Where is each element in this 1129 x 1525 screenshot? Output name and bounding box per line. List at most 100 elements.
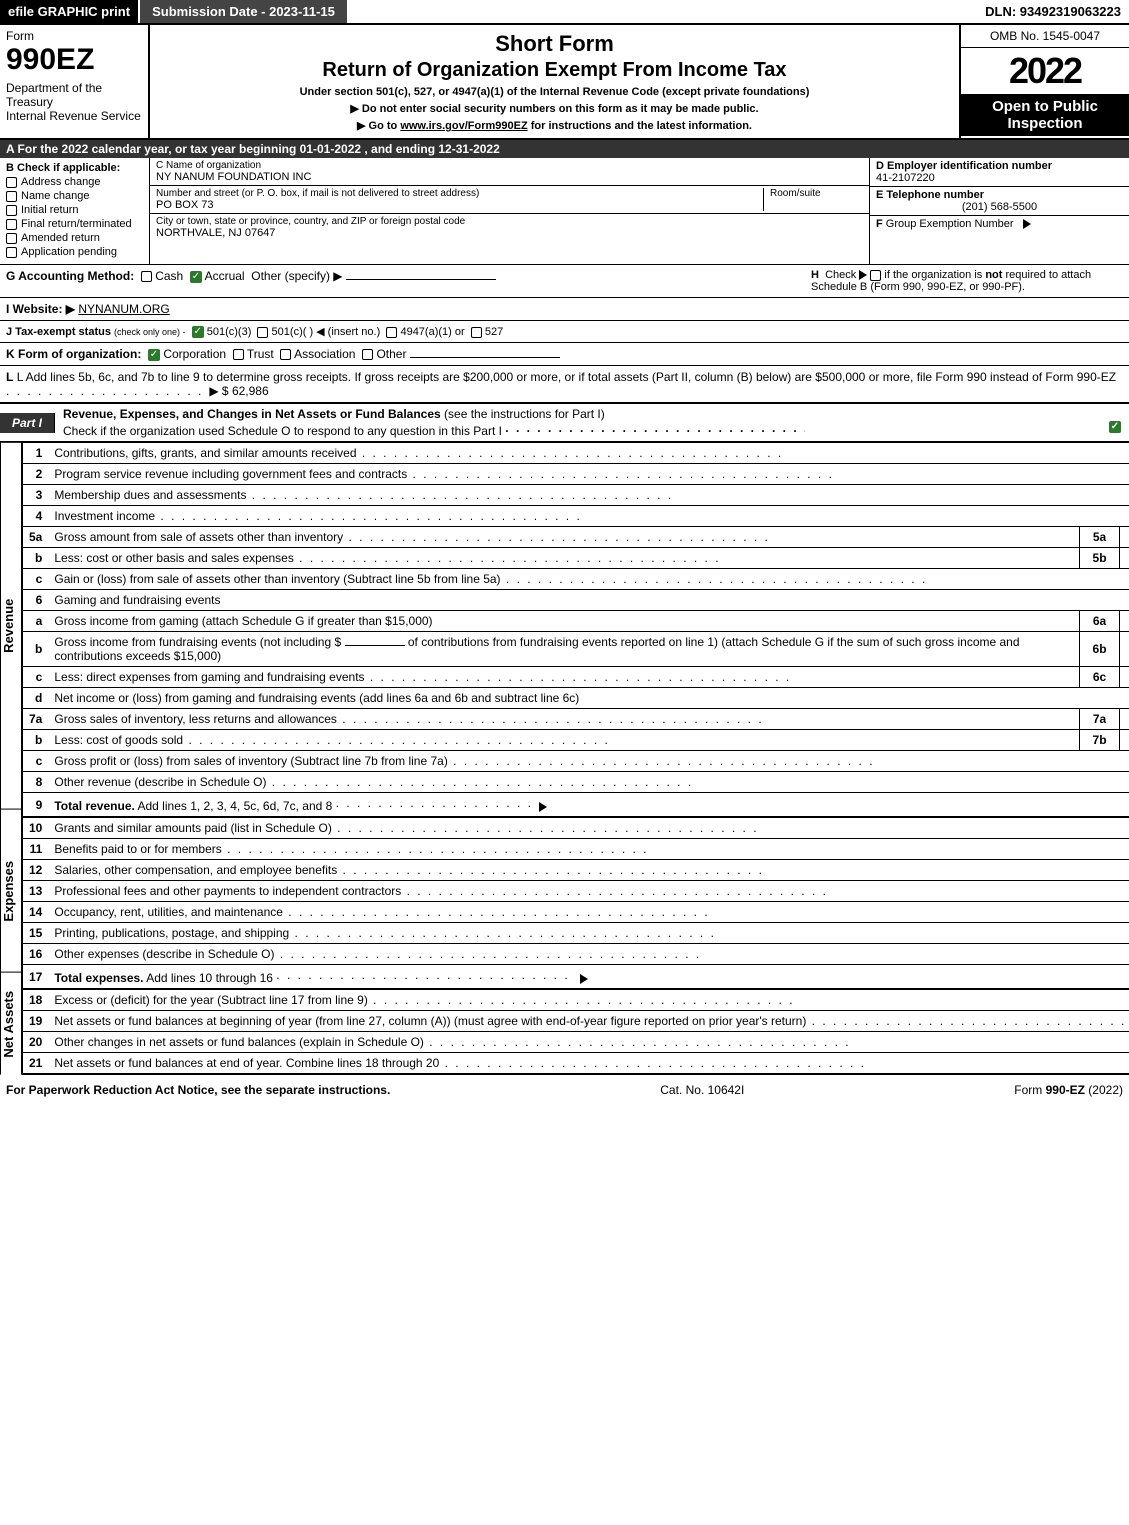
line-num: b [23, 632, 49, 667]
line-desc: Less: cost or other basis and sales expe… [54, 551, 293, 565]
line-desc: Gross profit or (loss) from sales of inv… [54, 754, 447, 768]
label-org-name: C Name of organization [156, 160, 863, 171]
inner-val [1120, 667, 1129, 688]
room-suite-label: Room/suite [763, 188, 863, 211]
checkbox-icon [6, 205, 17, 216]
checkbox-h[interactable] [870, 270, 881, 281]
line-num: 4 [23, 506, 49, 527]
line-4: 4 Investment income 4 74 [23, 506, 1129, 527]
line-num: 18 [23, 989, 49, 1011]
footer-right-pre: Form [1014, 1083, 1045, 1097]
opt-501c: 501(c)( ) ◀ (insert no.) [272, 326, 381, 338]
opt-assoc: Association [294, 347, 355, 361]
checkbox-other-org[interactable] [362, 349, 373, 360]
label-accounting: G Accounting Method: [6, 269, 134, 283]
footer-left: For Paperwork Reduction Act Notice, see … [6, 1083, 390, 1097]
line-num: 15 [23, 923, 49, 944]
check-application-pending[interactable]: Application pending [6, 246, 143, 258]
check-address-change[interactable]: Address change [6, 176, 143, 188]
other-specify-field[interactable] [346, 279, 496, 280]
line-desc: Gross amount from sale of assets other t… [54, 530, 343, 544]
part-1-grid: Revenue Expenses Net Assets 1 Contributi… [0, 442, 1129, 1075]
line-num: d [23, 688, 49, 709]
checkbox-schedule-o[interactable]: ✓ [1109, 421, 1121, 433]
checkbox-accrual[interactable]: ✓ [190, 271, 202, 283]
line-num: 10 [23, 817, 49, 839]
row-gh: G Accounting Method: Cash ✓ Accrual Othe… [0, 265, 1129, 298]
side-labels: Revenue Expenses Net Assets [0, 442, 22, 1075]
line-num: 13 [23, 881, 49, 902]
line-num: c [23, 751, 49, 772]
org-name: NY NANUM FOUNDATION INC [156, 171, 863, 183]
line-5b: b Less: cost or other basis and sales ex… [23, 548, 1129, 569]
website-value[interactable]: NYNANUM.ORG [78, 302, 169, 316]
line-desc: Contributions, gifts, grants, and simila… [54, 446, 356, 460]
line-desc-1: Gross income from fundraising events (no… [54, 635, 341, 649]
revenue-label: Revenue [0, 442, 22, 809]
line-num: 1 [23, 443, 49, 464]
line-desc: Gaming and fundraising events [54, 593, 220, 607]
check-final-return[interactable]: Final return/terminated [6, 218, 143, 230]
opt-501c3: 501(c)(3) [207, 326, 252, 338]
row-l-amount: 62,986 [232, 384, 269, 398]
checkbox-association[interactable] [280, 349, 291, 360]
checkbox-cash[interactable] [141, 271, 152, 282]
opt-final: Final return/terminated [21, 218, 132, 230]
line-desc: Gross income from gaming (attach Schedul… [54, 614, 432, 628]
other-org-field[interactable] [410, 357, 560, 358]
line-num: 9 [23, 793, 49, 818]
section-def: D Employer identification number 41-2107… [869, 158, 1129, 264]
line-desc: Benefits paid to or for members [54, 842, 221, 856]
contrib-field[interactable] [345, 645, 405, 646]
checkbox-527[interactable] [471, 327, 482, 338]
inner-val [1120, 709, 1129, 730]
triangle-icon [580, 974, 588, 984]
check-name-change[interactable]: Name change [6, 190, 143, 202]
net-assets-label: Net Assets [0, 972, 22, 1075]
line-20: 20 Other changes in net assets or fund b… [23, 1032, 1129, 1053]
row-h: H Check if the organization is not requi… [803, 269, 1123, 293]
checkbox-trust[interactable] [233, 349, 244, 360]
line-11: 11 Benefits paid to or for members 11 [23, 839, 1129, 860]
irs-link[interactable]: www.irs.gov/Form990EZ [400, 120, 527, 132]
row-a-tax-year: A For the 2022 calendar year, or tax yea… [0, 140, 1129, 158]
checkbox-corporation[interactable]: ✓ [148, 349, 160, 361]
checkbox-501c3[interactable]: ✓ [192, 326, 204, 338]
opt-accrual: Accrual [205, 269, 245, 283]
line-16: 16 Other expenses (describe in Schedule … [23, 944, 1129, 965]
line-num: b [23, 548, 49, 569]
line-10: 10 Grants and similar amounts paid (list… [23, 817, 1129, 839]
part-1-header: Part I Revenue, Expenses, and Changes in… [0, 404, 1129, 442]
line-num: 3 [23, 485, 49, 506]
label-website: I Website: ▶ [6, 302, 75, 316]
line-3: 3 Membership dues and assessments 3 [23, 485, 1129, 506]
line-num: 19 [23, 1011, 49, 1032]
line-7b: b Less: cost of goods sold 7b [23, 730, 1129, 751]
department-label: Department of the Treasury Internal Reve… [6, 81, 142, 123]
line-desc: Professional fees and other payments to … [54, 884, 401, 898]
form-subtitle-1: Under section 501(c), 527, or 4947(a)(1)… [156, 86, 953, 98]
line-num: 20 [23, 1032, 49, 1053]
triangle-icon [539, 802, 547, 812]
line-12: 12 Salaries, other compensation, and emp… [23, 860, 1129, 881]
footer-center: Cat. No. 10642I [660, 1083, 744, 1097]
inner-box: 7b [1080, 730, 1120, 751]
footer-right-bold: 990-EZ [1046, 1083, 1085, 1097]
opt-corp: Corporation [163, 347, 226, 361]
line-num: 12 [23, 860, 49, 881]
line-desc: Occupancy, rent, utilities, and maintena… [54, 905, 283, 919]
line-num: 6 [23, 590, 49, 611]
inner-box: 5b [1080, 548, 1120, 569]
check-initial-return[interactable]: Initial return [6, 204, 143, 216]
line-6d: d Net income or (loss) from gaming and f… [23, 688, 1129, 709]
footer: For Paperwork Reduction Act Notice, see … [0, 1079, 1129, 1101]
form-number: 990EZ [6, 43, 142, 77]
checkbox-501c[interactable] [257, 327, 268, 338]
line-desc: Excess or (deficit) for the year (Subtra… [54, 993, 367, 1007]
checkbox-icon [6, 177, 17, 188]
triangle-icon [859, 270, 867, 280]
checkbox-4947[interactable] [386, 327, 397, 338]
line-8: 8 Other revenue (describe in Schedule O)… [23, 772, 1129, 793]
section-bcdef: B Check if applicable: Address change Na… [0, 158, 1129, 265]
check-amended-return[interactable]: Amended return [6, 232, 143, 244]
